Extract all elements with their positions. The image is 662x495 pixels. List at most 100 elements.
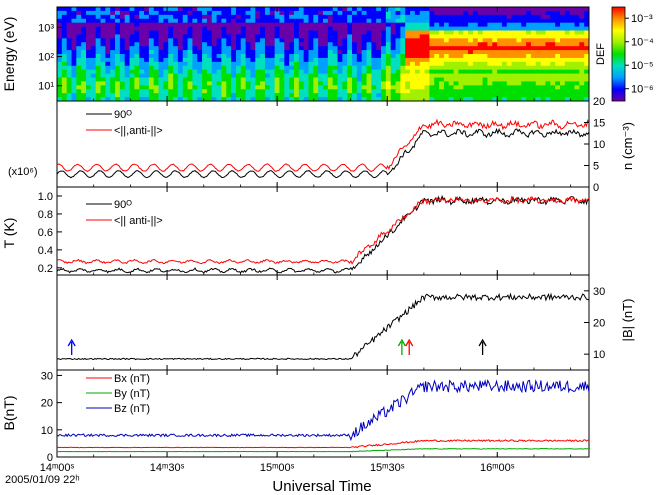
spectrogram-cell bbox=[318, 10, 324, 16]
spectrogram-cell bbox=[216, 46, 223, 51]
spectrogram-cell bbox=[555, 22, 561, 28]
spectrogram-cell bbox=[347, 38, 353, 43]
spectrogram-cell bbox=[284, 89, 290, 94]
spectrogram-cell bbox=[284, 18, 290, 24]
spectrogram-cell bbox=[472, 46, 479, 51]
spectrogram-cell bbox=[158, 46, 164, 51]
spectrogram-cell bbox=[443, 57, 450, 63]
spectrogram-cell bbox=[356, 57, 363, 63]
spectrogram-cell bbox=[463, 57, 469, 63]
spectrogram-cell bbox=[206, 7, 213, 12]
spectrogram-cell bbox=[139, 85, 145, 90]
spectrogram-cell bbox=[226, 38, 232, 43]
spectrogram-cell bbox=[482, 38, 489, 43]
spectrogram-cell bbox=[463, 81, 469, 86]
spectrogram-cell bbox=[434, 54, 440, 59]
spectrogram-cell bbox=[516, 97, 522, 101]
spectrogram-cell bbox=[144, 26, 150, 32]
spectrogram-cell bbox=[564, 10, 571, 16]
spectrogram-cell bbox=[550, 10, 556, 16]
spectrogram-cell bbox=[405, 34, 411, 39]
spectrogram-cell bbox=[61, 89, 68, 94]
spectrogram-cell bbox=[226, 30, 232, 36]
spectrogram-cell bbox=[95, 77, 102, 83]
spectrogram-cell bbox=[545, 69, 551, 75]
spectrogram-cell bbox=[327, 10, 334, 16]
spectrogram-cell bbox=[487, 69, 493, 75]
spectrogram-cell bbox=[342, 14, 348, 20]
spectrogram-cell bbox=[260, 61, 266, 67]
spectrogram-cell bbox=[202, 97, 208, 101]
spectrogram-cell bbox=[458, 97, 464, 101]
spectrogram-cell bbox=[347, 22, 353, 28]
spectrogram-cell bbox=[419, 61, 426, 67]
spectrogram-cell bbox=[472, 93, 479, 98]
spectrogram-cell bbox=[177, 57, 184, 63]
spectrogram-cell bbox=[356, 69, 363, 75]
spectrogram-cell bbox=[95, 89, 102, 94]
spectrogram-cell bbox=[115, 81, 121, 86]
spectrogram-cell bbox=[540, 22, 547, 28]
spectrogram-cell bbox=[115, 93, 121, 98]
spectrogram-cell bbox=[559, 42, 566, 47]
spectrogram-cell bbox=[472, 69, 479, 75]
spectrogram-cell bbox=[226, 93, 232, 98]
spectrogram-cell bbox=[323, 81, 329, 86]
spectrogram-cell bbox=[361, 89, 368, 94]
spectrogram-cell bbox=[540, 7, 547, 12]
spectrogram-cell bbox=[144, 18, 150, 24]
spectrogram-cell bbox=[153, 89, 160, 94]
spectrogram-cell bbox=[482, 97, 489, 101]
spectrogram-cell bbox=[197, 18, 203, 24]
spectrogram-cell bbox=[274, 30, 281, 36]
spectrogram-cell bbox=[540, 77, 547, 83]
spectrogram-cell bbox=[497, 22, 503, 28]
spectrogram-cell bbox=[323, 97, 329, 101]
spectrogram-cell bbox=[129, 57, 135, 63]
spectrogram-cell bbox=[545, 46, 551, 51]
spectrogram-cell bbox=[260, 73, 266, 79]
spectrogram-cell bbox=[579, 57, 585, 63]
spectrogram-cell bbox=[144, 81, 150, 86]
spectrogram-cell bbox=[443, 73, 450, 79]
spectrogram-cell bbox=[400, 38, 406, 43]
spectrogram-cell bbox=[231, 42, 237, 47]
spectrogram-cell bbox=[545, 57, 551, 63]
spectrogram-cell bbox=[255, 73, 261, 79]
spectrogram-cell bbox=[211, 85, 218, 90]
spectrogram-cell bbox=[569, 42, 576, 47]
spectrogram-cell bbox=[434, 42, 440, 47]
spectrogram-cell bbox=[187, 38, 194, 43]
spectrogram-cell bbox=[206, 14, 213, 20]
spectrogram-cell bbox=[100, 57, 106, 63]
spectrogram-cell bbox=[569, 30, 576, 36]
spectrogram-cell bbox=[492, 22, 498, 28]
spectrogram-cell bbox=[81, 61, 87, 67]
spectrogram-cell bbox=[352, 89, 358, 94]
spectrogram-cell bbox=[144, 46, 150, 51]
spectrogram-cell bbox=[221, 18, 227, 24]
spectrogram-cell bbox=[400, 85, 406, 90]
spectrogram-cell bbox=[429, 26, 435, 32]
spectrogram-cell bbox=[144, 85, 150, 90]
spectrogram-cell bbox=[472, 38, 479, 43]
spectrogram-cell bbox=[105, 46, 111, 51]
spectrogram-cell bbox=[356, 10, 363, 16]
spectrogram-cell bbox=[535, 22, 542, 28]
spectrogram-cell bbox=[414, 65, 421, 71]
spectrogram-cell bbox=[240, 89, 247, 94]
spectrogram-cell bbox=[410, 14, 416, 20]
spectrogram-cell bbox=[352, 42, 358, 47]
spectrogram-cell bbox=[158, 77, 164, 83]
spectrogram-cell bbox=[100, 73, 106, 79]
spectrogram-cell bbox=[206, 42, 213, 47]
spectrogram-cell bbox=[211, 50, 218, 55]
spectrogram-cell bbox=[419, 85, 426, 90]
spectrogram-cell bbox=[129, 22, 135, 28]
spectrogram-cell bbox=[245, 46, 252, 51]
spectrogram-cell bbox=[429, 30, 435, 36]
spectrogram-cell bbox=[424, 97, 430, 101]
spectrogram-cell bbox=[414, 42, 421, 47]
spectrogram-cell bbox=[216, 85, 223, 90]
spectrogram-cell bbox=[356, 65, 363, 71]
